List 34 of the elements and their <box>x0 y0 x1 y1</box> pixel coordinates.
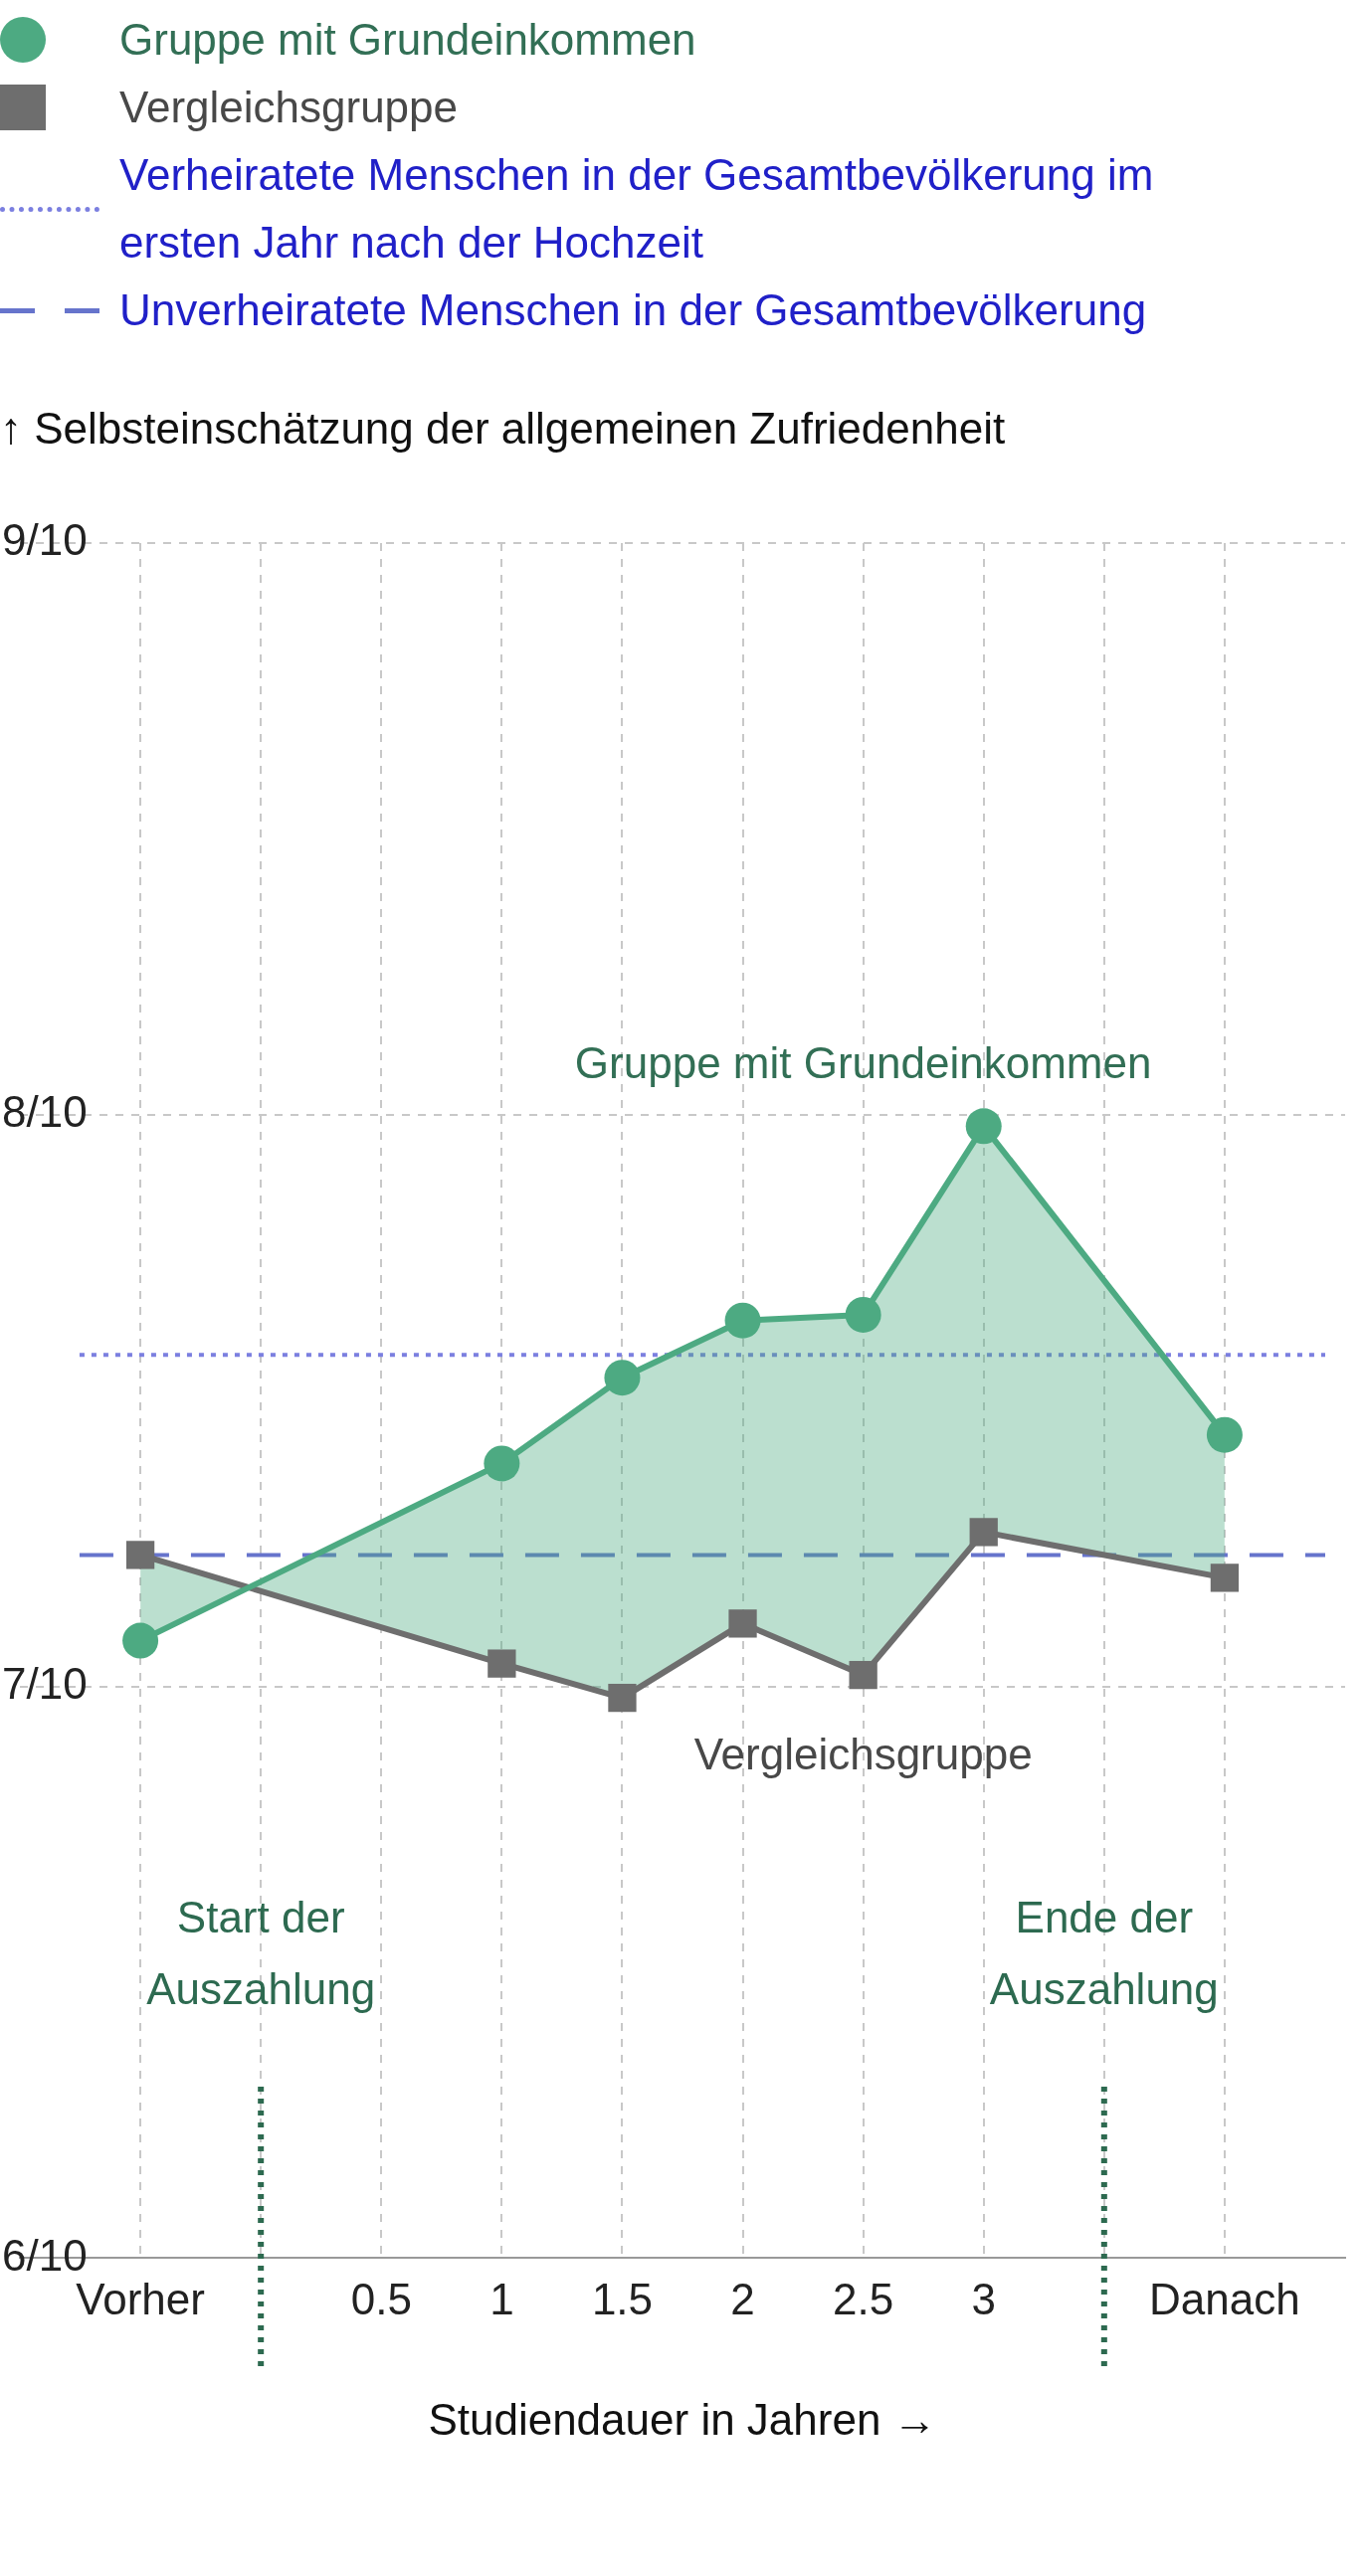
ref-line-label: Start der Auszahlung <box>146 1892 376 2013</box>
x-axis-title: Studiendauer in Jahren → <box>428 2394 937 2444</box>
x-tick-label: 0.5 <box>350 2274 412 2323</box>
legend-label: Vergleichsgruppe <box>119 82 459 133</box>
point <box>122 1622 159 1659</box>
legend-label: Verheiratete Menschen in der Gesamtbevölkerung im ersten Jahr nach der Hochzeit <box>119 149 1155 269</box>
y-axis-title: ↑ Selbsteinschätzung der allgemeinen Zufriedenheit <box>0 404 1007 454</box>
y-tick-label: 8/10 <box>2 1086 88 1136</box>
point <box>849 1660 878 1690</box>
y-tick-label: 9/10 <box>2 515 88 565</box>
legend-label: Unverheiratete Menschen in der Gesamtbevölkerung <box>119 284 1147 336</box>
point <box>1206 1416 1243 1453</box>
x-tick-label: Danach <box>1149 2274 1300 2323</box>
x-tick-label: 3 <box>971 2274 996 2323</box>
x-tick-label: 2.5 <box>833 2274 894 2323</box>
point <box>965 1108 1002 1145</box>
point <box>969 1518 998 1547</box>
x-tick-label: 2 <box>730 2274 755 2323</box>
point <box>604 1360 641 1396</box>
ref-line-label: Ende der Auszahlung <box>989 1892 1219 2013</box>
text: Gruppe mit Grundeinkommen <box>574 1038 1152 1088</box>
legend-label: Gruppe mit Grundeinkommen <box>119 14 696 66</box>
x-tick-label: 1 <box>489 2274 514 2323</box>
text: Vergleichsgruppe <box>693 1730 1033 1779</box>
point <box>608 1683 637 1713</box>
point <box>724 1302 761 1339</box>
y-tick-label: 7/10 <box>2 1658 88 1708</box>
point <box>728 1609 757 1638</box>
x-tick-label: 1.5 <box>591 2274 654 2323</box>
point <box>125 1541 155 1569</box>
point <box>484 1445 520 1482</box>
point <box>1210 1564 1240 1592</box>
point <box>488 1649 516 1678</box>
point <box>845 1296 881 1333</box>
